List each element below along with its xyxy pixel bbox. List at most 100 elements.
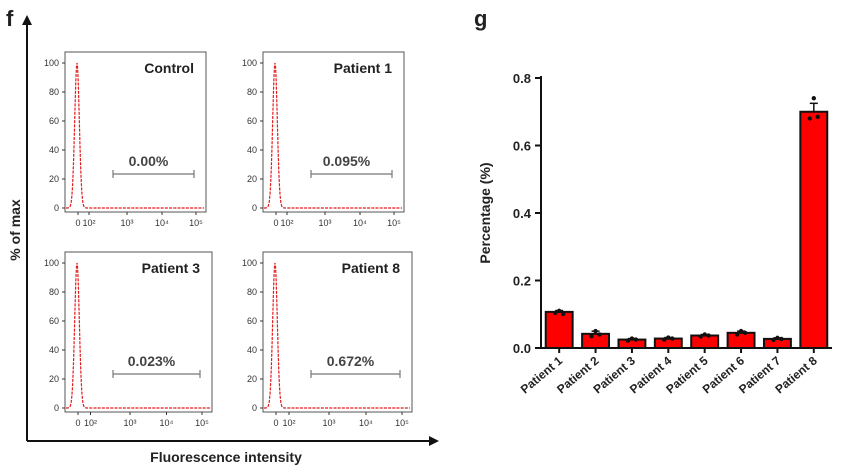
data-point: [666, 335, 671, 340]
histogram-y-tick-label: 20: [49, 374, 59, 384]
histogram-x-tick-label: 10³: [322, 418, 335, 428]
histogram-x-tick-label: 0: [273, 418, 278, 428]
gate-percentage-label: 0.023%: [128, 353, 176, 369]
data-point: [552, 310, 558, 316]
histogram-x-tick-label: 10³: [318, 218, 331, 228]
panel-letter-g: g: [474, 6, 487, 31]
data-point: [597, 332, 602, 337]
histogram-x-tick-label: 0: [75, 418, 80, 428]
histogram-y-tick-label: 80: [247, 87, 257, 97]
gate-percentage-label: 0.672%: [327, 353, 375, 369]
histogram-x-tick-label: 10²: [84, 418, 97, 428]
histogram-title: Patient 1: [334, 60, 393, 76]
histogram-x-tick-label: 10²: [280, 218, 293, 228]
histogram-y-tick-label: 40: [49, 345, 59, 355]
histogram-curve: [66, 62, 204, 209]
data-point: [779, 336, 784, 342]
bar: [653, 337, 683, 349]
panel-letter-f: f: [6, 6, 14, 31]
histogram-y-tick-label: 40: [247, 145, 257, 155]
histogram-y-tick-label: 100: [44, 58, 59, 68]
data-point: [775, 335, 780, 341]
data-point: [702, 332, 707, 337]
histogram-y-tick-label: 100: [242, 58, 257, 68]
histogram-x-tick-label: 10⁴: [155, 218, 169, 228]
data-point: [815, 114, 821, 120]
histogram-y-tick-label: 80: [49, 87, 59, 97]
bar-y-axis-title: Percentage (%): [477, 162, 493, 263]
data-point: [662, 337, 667, 342]
histogram-panel: 100 80 60 40 20 0 0 10² 10³ 10⁴ 10⁵ Patient 3 0.023%: [44, 251, 213, 428]
histogram-y-tick-label: 20: [247, 174, 257, 184]
gate-percentage-label: 0.095%: [323, 153, 371, 169]
histogram-x-tick-label: 10²: [82, 218, 95, 228]
data-point: [593, 328, 598, 334]
bar: [799, 110, 829, 349]
bar: [726, 331, 756, 349]
histogram-x-tick-label: 10⁵: [189, 218, 203, 228]
bar-y-tick-label: 0.4: [513, 206, 532, 221]
histogram-x-tick-label: 10⁵: [387, 218, 401, 228]
histogram-x-tick-label: 10⁴: [160, 418, 174, 428]
bar: [581, 332, 611, 350]
histogram-x-tick-label: 10³: [123, 418, 136, 428]
data-point: [560, 311, 566, 317]
data-point: [706, 333, 711, 338]
data-point: [742, 330, 748, 336]
histogram-curve: [66, 262, 210, 409]
histogram-frame: [262, 51, 405, 213]
histogram-x-tick-label: 0: [75, 218, 80, 228]
histogram-curve: [264, 62, 402, 209]
data-point: [738, 328, 744, 334]
histogram-title: Patient 3: [142, 260, 201, 276]
histogram-title: Patient 8: [342, 260, 401, 276]
histogram-y-tick-label: 60: [247, 116, 257, 126]
histogram-frame: [262, 251, 413, 413]
histogram-y-tick-label: 40: [49, 145, 59, 155]
histogram-x-tick-label: 0: [273, 218, 278, 228]
bar: [617, 338, 647, 349]
histogram-y-tick-label: 60: [49, 116, 59, 126]
histogram-y-tick-label: 20: [247, 374, 257, 384]
data-point: [807, 116, 813, 121]
histogram-x-tick-label: 10⁵: [195, 418, 209, 428]
bar: [762, 337, 792, 350]
data-point: [771, 337, 776, 343]
bar-y-tick-label: 0.6: [513, 139, 531, 154]
data-point: [629, 336, 635, 341]
f-x-axis-title: Fluorescence intensity: [150, 449, 302, 465]
data-point: [698, 334, 703, 339]
bar-y-tick-label: 0.8: [513, 71, 531, 86]
data-point: [734, 332, 740, 337]
gate-percentage-label: 0.00%: [129, 153, 169, 169]
bar-y-tick-label: 0.2: [513, 274, 531, 289]
histogram-x-tick-label: 10²: [282, 418, 295, 428]
histogram-x-tick-label: 10⁵: [395, 418, 409, 428]
data-point: [625, 338, 631, 343]
histogram-x-tick-label: 10⁴: [353, 218, 367, 228]
bar: [544, 310, 574, 350]
histogram-y-tick-label: 20: [49, 174, 59, 184]
histogram-y-tick-label: 0: [252, 203, 257, 213]
histogram-y-tick-label: 40: [247, 345, 257, 355]
bar-group: Patient 8: [772, 96, 829, 396]
histogram-title: Control: [144, 60, 194, 76]
histogram-panel: 100 80 60 40 20 0 0 10² 10³ 10⁴ 10⁵ Patient 8 0.672%: [242, 251, 413, 428]
histogram-frame: [64, 51, 207, 213]
bar-y-tick-label: 0.0: [513, 341, 531, 356]
histogram-y-tick-label: 80: [49, 287, 59, 297]
f-y-axis-title: % of max: [7, 199, 23, 261]
histogram-y-tick-label: 60: [49, 316, 59, 326]
histogram-y-tick-label: 100: [242, 258, 257, 268]
histogram-y-tick-label: 60: [247, 316, 257, 326]
histogram-x-tick-label: 10³: [120, 218, 133, 228]
histogram-y-tick-label: 0: [252, 403, 257, 413]
histogram-y-tick-label: 80: [247, 287, 257, 297]
data-point: [811, 96, 817, 101]
histogram-curve: [264, 262, 410, 409]
